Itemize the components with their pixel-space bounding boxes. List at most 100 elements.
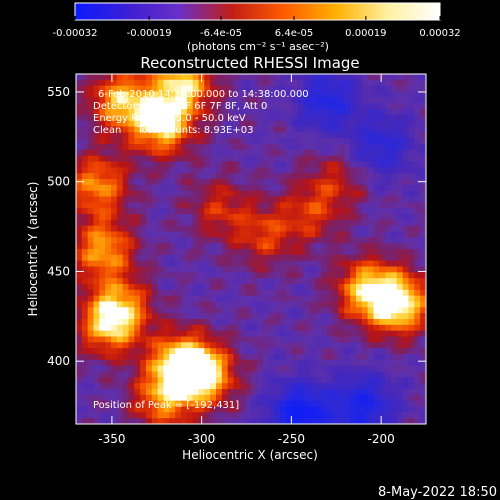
heatmap-cell bbox=[402, 120, 409, 127]
heatmap-cell bbox=[408, 74, 415, 81]
heatmap-cell bbox=[408, 155, 415, 162]
heatmap-cell bbox=[391, 190, 398, 197]
heatmap-cell bbox=[93, 289, 100, 297]
heatmap-cell bbox=[169, 202, 176, 209]
heatmap-cell bbox=[146, 225, 153, 232]
heatmap-cell bbox=[239, 120, 246, 127]
heatmap-cell bbox=[245, 272, 252, 279]
heatmap-cell bbox=[93, 272, 100, 279]
heatmap-cell bbox=[262, 377, 269, 384]
heatmap-cell bbox=[216, 330, 223, 337]
heatmap-cell bbox=[420, 231, 427, 238]
heatmap-cell bbox=[321, 91, 328, 98]
heatmap-cell bbox=[309, 144, 316, 151]
heatmap-cell bbox=[233, 301, 240, 308]
heatmap-cell bbox=[274, 272, 281, 279]
heatmap-cell bbox=[128, 74, 135, 81]
heatmap-cell bbox=[286, 155, 293, 162]
heatmap-cell bbox=[344, 412, 351, 419]
heatmap-cell bbox=[99, 202, 106, 209]
heatmap-cell bbox=[233, 85, 240, 92]
heatmap-cell bbox=[186, 74, 194, 81]
heatmap-cell bbox=[274, 79, 281, 87]
heatmap-cell bbox=[99, 365, 106, 372]
heatmap-cell bbox=[297, 365, 304, 372]
heatmap-cell bbox=[105, 231, 112, 238]
heatmap-cell bbox=[420, 319, 427, 326]
heatmap-cell bbox=[204, 330, 211, 337]
heatmap-cell bbox=[373, 85, 380, 92]
heatmap-cell bbox=[262, 394, 269, 402]
heatmap-cell bbox=[291, 301, 299, 308]
heatmap-cell bbox=[81, 74, 89, 81]
heatmap-cell bbox=[338, 354, 345, 361]
heatmap-cell bbox=[315, 243, 322, 250]
heatmap-cell bbox=[344, 214, 351, 221]
heatmap-cell bbox=[233, 161, 240, 168]
heatmap-cell bbox=[245, 179, 252, 186]
colorbar-tick-label: -6.4e-05 bbox=[200, 28, 242, 39]
heatmap-cell bbox=[408, 120, 415, 127]
heatmap-cell bbox=[157, 114, 164, 122]
heatmap-cell bbox=[338, 336, 345, 343]
heatmap-cell bbox=[221, 249, 229, 256]
heatmap-cell bbox=[93, 208, 100, 215]
heatmap-cell bbox=[385, 365, 392, 372]
heatmap-cell bbox=[239, 79, 246, 87]
heatmap-cell bbox=[221, 132, 229, 139]
heatmap-cell bbox=[262, 406, 269, 413]
heatmap-cell bbox=[181, 365, 188, 372]
heatmap-cell bbox=[151, 249, 159, 256]
heatmap-cell bbox=[332, 155, 339, 162]
heatmap-cell bbox=[251, 336, 258, 343]
heatmap-cell bbox=[116, 295, 124, 302]
heatmap-cell bbox=[140, 109, 147, 116]
heatmap-cell bbox=[367, 348, 374, 355]
heatmap-cell bbox=[175, 167, 182, 174]
heatmap-cell bbox=[157, 196, 164, 203]
heatmap-cell bbox=[204, 85, 211, 92]
heatmap-cell bbox=[396, 354, 404, 361]
heatmap-cell bbox=[297, 249, 304, 256]
heatmap-cell bbox=[402, 266, 409, 273]
heatmap-cell bbox=[338, 342, 345, 349]
heatmap-cell bbox=[163, 120, 170, 127]
heatmap-cell bbox=[356, 179, 363, 186]
heatmap-cell bbox=[239, 400, 246, 407]
heatmap-cell bbox=[379, 365, 386, 372]
heatmap-cell bbox=[286, 249, 293, 256]
heatmap-cell bbox=[361, 97, 369, 104]
heatmap-cell bbox=[76, 324, 83, 332]
heatmap-cell bbox=[204, 365, 211, 372]
heatmap-cell bbox=[239, 289, 246, 297]
heatmap-cell bbox=[326, 74, 334, 81]
heatmap-cell bbox=[233, 184, 240, 192]
heatmap-cell bbox=[192, 342, 199, 349]
heatmap-cell bbox=[157, 120, 164, 127]
heatmap-cell bbox=[116, 289, 124, 297]
heatmap-cell bbox=[221, 214, 229, 221]
heatmap-cell bbox=[291, 173, 299, 180]
heatmap-cell bbox=[128, 319, 135, 326]
heatmap-cell bbox=[344, 284, 351, 291]
heatmap-cell bbox=[76, 225, 83, 232]
heatmap-cell bbox=[396, 214, 404, 221]
heatmap-cell bbox=[198, 324, 205, 332]
heatmap-cell bbox=[192, 354, 199, 361]
heatmap-cell bbox=[326, 260, 334, 267]
heatmap-cell bbox=[128, 383, 135, 390]
heatmap-cell bbox=[373, 289, 380, 297]
heatmap-cell bbox=[251, 109, 258, 116]
heatmap-cell bbox=[262, 155, 269, 162]
heatmap-cell bbox=[373, 342, 380, 349]
heatmap-cell bbox=[233, 103, 240, 110]
heatmap-cell bbox=[81, 319, 89, 326]
heatmap-cell bbox=[81, 406, 89, 413]
heatmap-cell bbox=[280, 179, 287, 186]
heatmap-cell bbox=[297, 354, 304, 361]
heatmap-cell bbox=[262, 85, 269, 92]
heatmap-cell bbox=[321, 74, 328, 81]
heatmap-cell bbox=[169, 336, 176, 343]
heatmap-cell bbox=[408, 330, 415, 337]
heatmap-cell bbox=[414, 301, 421, 308]
